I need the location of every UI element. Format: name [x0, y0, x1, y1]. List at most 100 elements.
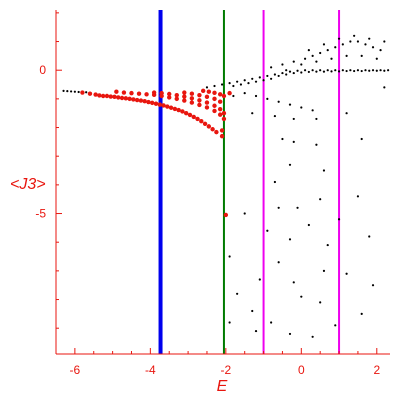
series-0-point-17 [150, 100, 155, 106]
series-1-point-39 [292, 71, 295, 75]
series-0-point-31 [202, 121, 208, 127]
series-1-point-69 [353, 34, 356, 37]
series-1-point-116 [292, 281, 295, 284]
series-0-point-54 [182, 94, 187, 99]
series-1-point-0 [62, 89, 65, 92]
series-1-point-40 [300, 71, 303, 74]
series-1-point-41 [307, 70, 310, 74]
series-1-point-10 [236, 80, 239, 83]
series-1-point-49 [368, 69, 371, 72]
series-1-point-78 [285, 69, 288, 72]
series-1-point-106 [307, 223, 310, 227]
series-0-point-23 [172, 106, 178, 112]
series-1-point-2 [69, 90, 73, 93]
series-1-point-61 [349, 40, 352, 43]
series-1-point-3 [73, 90, 76, 93]
series-1-point-82 [277, 100, 280, 103]
series-0-point-72 [221, 116, 227, 122]
series-1-point-79 [243, 92, 246, 95]
series-1-point-105 [337, 218, 341, 221]
series-0-point-58 [212, 103, 217, 108]
series-1-point-1 [66, 90, 69, 93]
series-0-point-73 [219, 128, 225, 133]
series-1-point-28 [371, 69, 375, 72]
x-tick-label-2: -2 [220, 363, 231, 377]
series-1-point-91 [345, 112, 348, 115]
series-1-point-120 [319, 301, 322, 304]
series-1-point-102 [277, 206, 280, 209]
series-0-point-34 [214, 129, 219, 135]
series-0-point-52 [167, 91, 172, 97]
series-1-point-98 [322, 169, 326, 172]
series-1-point-8 [220, 83, 224, 86]
series-1-point-36 [270, 77, 273, 80]
axes: -6 -4 -2 0 2 0 -5 [35, 10, 390, 377]
series-1-point-51 [383, 69, 386, 72]
series-1-point-60 [341, 43, 344, 46]
series-0-point-1 [87, 91, 93, 96]
series-1-point-11 [243, 79, 246, 82]
series-1-point-14 [266, 74, 269, 78]
series-0-point-36 [121, 90, 127, 95]
series-0-point-69 [217, 92, 223, 97]
series-0-point-35 [114, 89, 119, 94]
series-1-point-95 [315, 143, 318, 146]
series-1-point-76 [375, 57, 378, 60]
series-1-point-80 [254, 94, 258, 98]
series-1-point-124 [270, 321, 273, 324]
series-0-point-74 [219, 133, 225, 139]
series-1-point-6 [205, 86, 209, 89]
series-0-point-3 [97, 93, 102, 98]
series-1-point-55 [303, 57, 307, 60]
series-1-point-100 [319, 198, 322, 201]
series-1-point-5 [85, 91, 88, 94]
series-0-point-64 [212, 96, 217, 102]
series-1-point-37 [277, 74, 280, 78]
series-1-point-26 [356, 69, 360, 72]
series-1-point-45 [337, 70, 341, 73]
series-1-point-93 [281, 137, 284, 141]
series-1-point-21 [319, 69, 322, 72]
series-1-point-29 [379, 69, 382, 72]
series-0-point-28 [191, 114, 196, 120]
series-0-point-68 [212, 90, 217, 96]
series-1-point-72 [315, 60, 318, 63]
series-0-point-0 [80, 90, 85, 95]
series-0-point-75 [223, 212, 229, 218]
series-1-point-81 [266, 97, 269, 100]
series-1-point-84 [300, 106, 303, 109]
series-0-point-38 [136, 91, 142, 96]
series-1-point-22 [326, 69, 329, 72]
series-1-point-74 [345, 54, 348, 57]
series-1-point-126 [254, 329, 258, 333]
series-1-point-127 [288, 332, 292, 336]
series-1-point-27 [364, 69, 367, 72]
series-1-point-64 [371, 46, 375, 49]
series-0-point-33 [210, 127, 215, 132]
series-0-point-57 [204, 100, 210, 105]
series-1-point-30 [387, 69, 390, 72]
series-0-point-55 [189, 96, 195, 101]
series-0-point-4 [100, 93, 106, 99]
series-1-point-92 [383, 86, 386, 89]
series-1-point-20 [311, 69, 314, 72]
series-0-point-27 [187, 112, 193, 118]
series-1-point-107 [266, 229, 269, 232]
series-1-point-53 [281, 63, 284, 66]
series-0-point-6 [108, 94, 113, 99]
series-1-point-86 [232, 94, 235, 98]
series-0-point-9 [119, 95, 125, 101]
series-1-point-32 [239, 83, 243, 86]
series-1-point-67 [322, 43, 326, 46]
series-1-point-15 [273, 73, 276, 76]
series-1-point-111 [228, 255, 231, 258]
series-1-point-75 [360, 54, 363, 57]
y-tick-label-1: -5 [35, 207, 46, 221]
series-1-point-96 [360, 137, 363, 141]
series-0-point-65 [217, 99, 223, 104]
y-axis-label: <J3> [10, 176, 46, 193]
series-0-point-44 [182, 98, 187, 103]
series-0-point-47 [204, 105, 210, 110]
series-1-point-43 [322, 70, 326, 73]
series-1-point-31 [232, 84, 235, 88]
